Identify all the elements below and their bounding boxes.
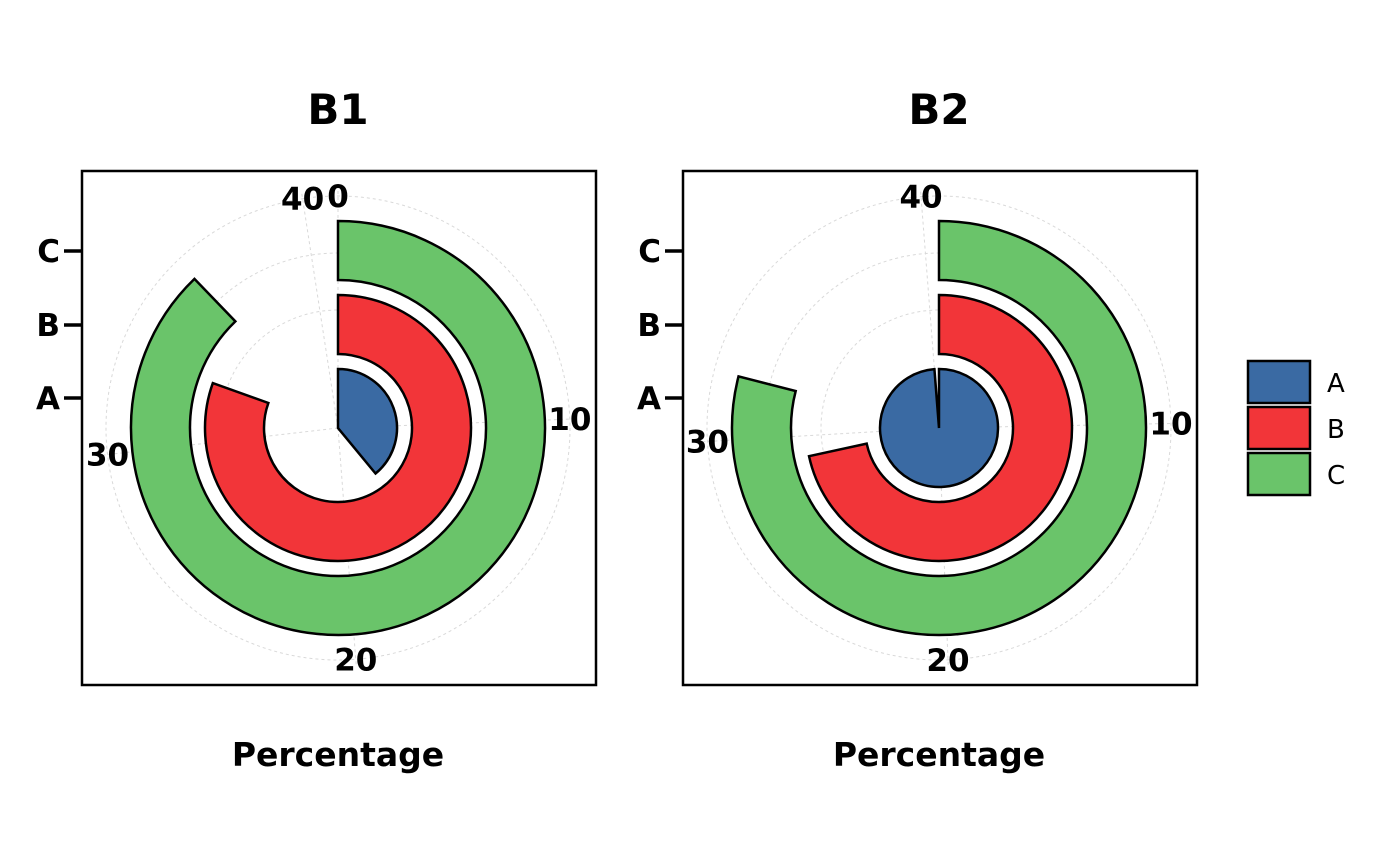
theta-tick-label: 30 — [686, 424, 729, 460]
theta-tick-label: 0 — [327, 179, 349, 215]
theta-ticks-b1: 0 10 20 30 40 — [86, 179, 591, 678]
theta-tick-label: 30 — [86, 438, 129, 474]
legend-label-b: B — [1327, 415, 1345, 445]
panel-b2: B2 40 10 20 30 A B C Percentage — [637, 85, 1199, 774]
bar-b — [203, 293, 473, 563]
grid-circle — [706, 195, 1172, 661]
panel-b1: B1 0 10 20 30 40 A B C Percentage — [36, 85, 598, 774]
panel-title-b2: B2 — [908, 85, 969, 134]
panel-frame-b2 — [681, 169, 1199, 687]
x-axis-title-b1: Percentage — [232, 735, 444, 774]
category-label-c: C — [37, 234, 60, 270]
legend-swatch-a — [1246, 359, 1312, 405]
category-label-c: C — [638, 234, 661, 270]
grid-circle — [105, 195, 571, 661]
theta-ticks-b2: 40 10 20 30 — [686, 180, 1193, 679]
theta-tick-label: 10 — [1149, 407, 1192, 443]
theta-tick-label: 20 — [926, 643, 969, 679]
bar-c — [730, 219, 1148, 637]
theta-tick-label: 10 — [548, 402, 591, 438]
panel-frame-b1 — [80, 169, 598, 687]
grid-spoke — [919, 188, 940, 429]
legend: ABC — [1246, 359, 1345, 497]
category-axis-b2: A B C — [637, 234, 683, 417]
panel-title-b1: B1 — [307, 85, 368, 134]
bars-b2 — [730, 219, 1148, 637]
legend-swatch-b — [1246, 405, 1312, 451]
bars-b1 — [129, 219, 547, 637]
theta-tick-label: 20 — [334, 642, 377, 678]
category-label-b: B — [637, 308, 661, 344]
bar-a — [878, 367, 1000, 489]
category-label-a: A — [637, 381, 661, 417]
grid-spoke — [300, 190, 339, 429]
category-axis-b1: A B C — [36, 234, 82, 417]
theta-tick-label: 40 — [899, 180, 942, 216]
x-axis-title-b2: Percentage — [833, 735, 1045, 774]
bar-c — [129, 219, 547, 637]
theta-tick-label: 40 — [281, 182, 324, 218]
category-label-b: B — [36, 308, 60, 344]
bar-a — [336, 367, 399, 476]
legend-swatch-c — [1246, 451, 1312, 497]
category-label-a: A — [36, 381, 60, 417]
bar-b — [807, 293, 1074, 563]
legend-label-c: C — [1327, 461, 1345, 491]
legend-label-a: A — [1327, 369, 1345, 399]
